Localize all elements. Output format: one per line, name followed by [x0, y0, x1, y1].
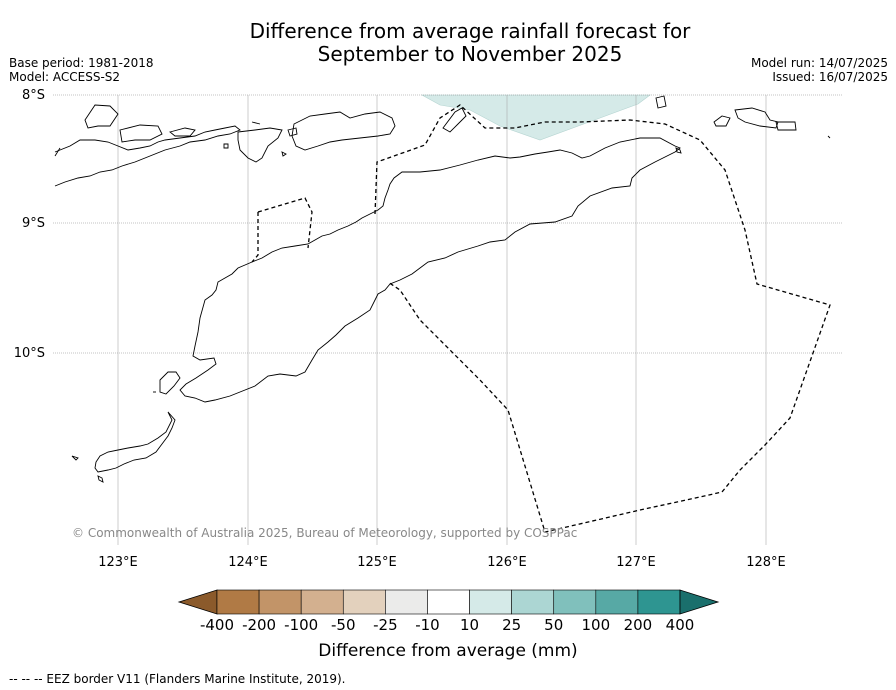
gridlines — [53, 94, 843, 354]
title-line-1: Difference from average rainfall forecas… — [249, 19, 691, 43]
issued-date: Issued: 16/07/2025 — [772, 70, 888, 84]
colorbar-segment — [342, 589, 386, 615]
colorbar-tick-label: -50 — [331, 616, 356, 634]
lat-label-9s: 9°S — [22, 216, 45, 231]
colorbar-tick-label: -25 — [373, 616, 398, 634]
anomaly-patch — [420, 94, 651, 141]
colorbar-segment — [300, 589, 344, 615]
colorbar-extend-high — [679, 589, 720, 615]
colorbar-label: Difference from average (mm) — [318, 641, 578, 661]
colorbar-tick-label: 400 — [666, 616, 695, 634]
colorbar-tick-label: 50 — [544, 616, 563, 634]
colorbar-tick-label: -100 — [284, 616, 318, 634]
colorbar-segment — [258, 589, 302, 615]
colorbar-tick-label: 10 — [460, 616, 479, 634]
colorbar-segment — [427, 589, 470, 615]
colorbar-segment — [216, 589, 260, 615]
copyright-text: © Commonwealth of Australia 2025, Bureau… — [72, 526, 578, 540]
lat-label-10s: 10°S — [14, 346, 45, 361]
chart-title: Difference from average rainfall forecas… — [0, 20, 896, 66]
colorbar-tick-label: -400 — [200, 616, 234, 634]
timor-coast — [179, 137, 681, 403]
model-name: Model: ACCESS-S2 — [9, 70, 121, 84]
colorbar-segment — [469, 589, 512, 615]
colorbar-tick-label: 25 — [502, 616, 521, 634]
base-period: Base period: 1981-2018 — [9, 56, 154, 70]
colorbar-segment — [595, 589, 639, 615]
colorbar-segment — [511, 589, 555, 615]
colorbar-tick-label: 200 — [624, 616, 653, 634]
colorbar-segment — [637, 589, 681, 615]
colorbar-extend-low — [177, 589, 218, 615]
meridians — [117, 95, 767, 545]
title-line-2: September to November 2025 — [317, 42, 623, 66]
colorbar-tick-label: 100 — [581, 616, 610, 634]
colorbar-segment — [385, 589, 428, 615]
meta-left: Base period: 1981-2018 Model: ACCESS-S2 — [9, 56, 154, 84]
lon-label-123e: 123°E — [98, 555, 138, 570]
lon-label-126e: 126°E — [487, 555, 527, 570]
eez-footnote: -- -- -- EEZ border V11 (Flanders Marine… — [9, 672, 346, 686]
lon-label-125e: 125°E — [357, 555, 397, 570]
eez-borders — [251, 104, 831, 533]
lon-label-127e: 127°E — [616, 555, 656, 570]
meta-right: Model run: 14/07/2025 Issued: 16/07/2025 — [751, 56, 888, 84]
colorbar-segment — [553, 589, 597, 615]
lat-label-8s: 8°S — [22, 88, 45, 103]
lon-label-128e: 128°E — [746, 555, 786, 570]
coastlines — [54, 95, 831, 483]
lon-label-124e: 124°E — [228, 555, 268, 570]
colorbar: -400 -200 -100 -50 -25 -10 10 25 50 100 200 400 — [177, 589, 720, 634]
colorbar-tick-label: -10 — [415, 616, 440, 634]
model-run: Model run: 14/07/2025 — [750, 56, 888, 70]
colorbar-tick-label: -200 — [242, 616, 276, 634]
flores-coast — [54, 125, 241, 187]
